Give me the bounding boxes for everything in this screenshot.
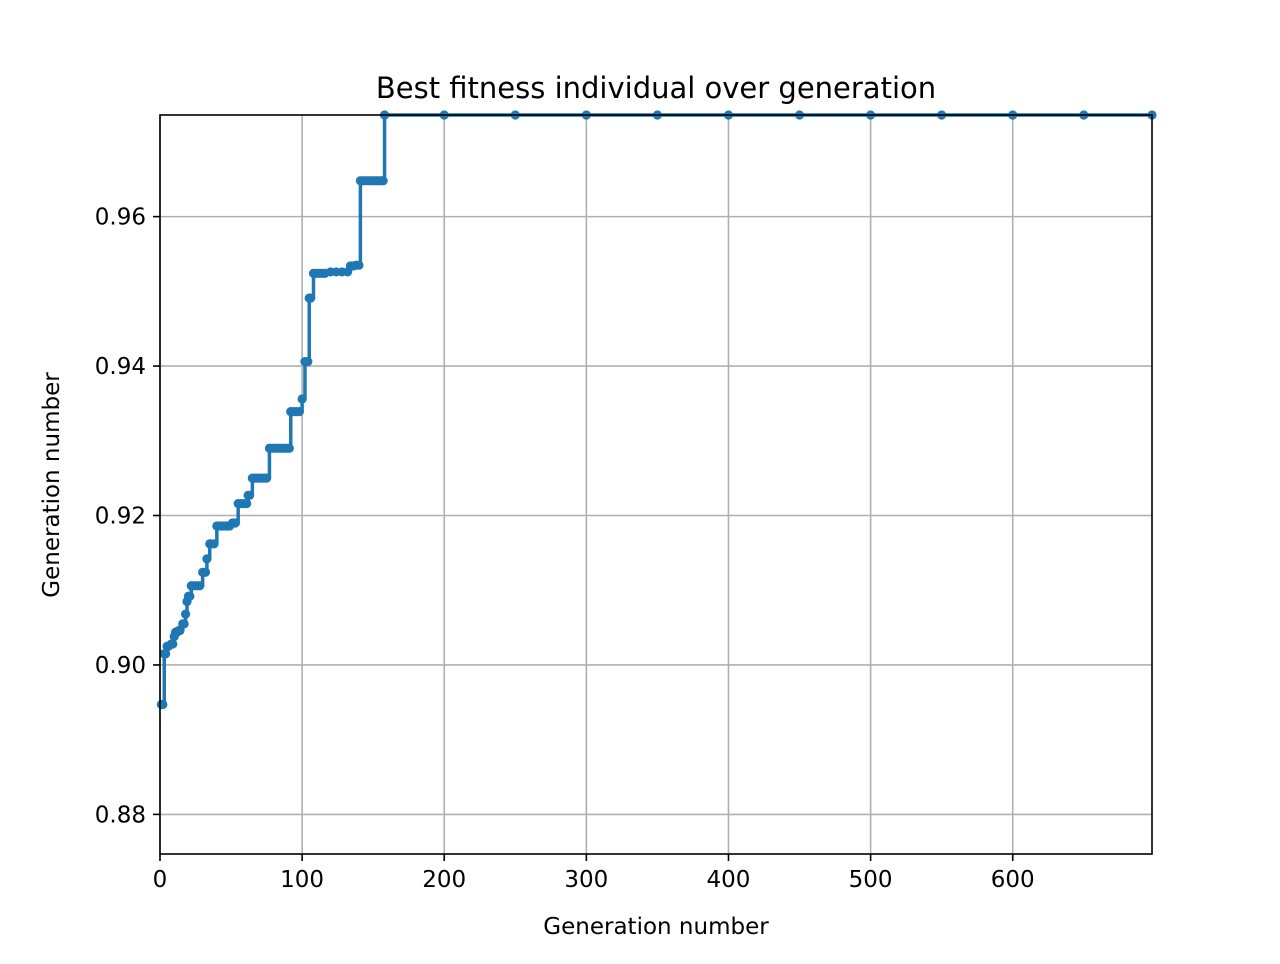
data-point <box>168 639 178 649</box>
x-tick-label: 600 <box>991 867 1035 893</box>
x-tick-label: 0 <box>153 867 168 893</box>
data-point <box>180 609 191 619</box>
y-tick-label: 0.94 <box>95 354 146 380</box>
y-tick-label: 0.88 <box>95 802 146 828</box>
x-tick-label: 400 <box>707 867 751 893</box>
grid <box>159 115 1152 854</box>
plot-area <box>160 115 1152 854</box>
x-tick-label: 100 <box>280 867 324 893</box>
data-point <box>202 554 212 564</box>
data-point <box>230 518 240 528</box>
data-point <box>179 619 189 629</box>
x-axis-label: Generation number <box>543 914 769 940</box>
data-point <box>195 581 205 591</box>
data-point <box>354 260 364 270</box>
data-point <box>378 176 388 186</box>
y-axis-label: Generation number <box>39 372 65 598</box>
data-point <box>306 293 316 303</box>
plot-frame <box>159 114 1153 855</box>
data-point <box>297 394 307 404</box>
x-tick-label: 200 <box>422 867 466 893</box>
data-point <box>209 539 219 549</box>
chart-title: Best fitness individual over generation <box>376 71 936 105</box>
data-point <box>294 407 304 417</box>
x-tick-label: 500 <box>849 867 893 893</box>
data-point <box>161 649 171 659</box>
data-point <box>284 443 294 453</box>
data-point <box>200 567 211 577</box>
data-point <box>261 473 272 483</box>
y-axis-ticks: 0.88 0.90 0.92 0.94 0.96 <box>95 205 160 828</box>
y-tick-label: 0.96 <box>95 205 146 231</box>
x-axis-ticks: 0 100 200 300 400 500 600 <box>153 854 1035 893</box>
data-point <box>242 498 252 509</box>
data-point <box>303 356 313 367</box>
data-point <box>185 591 195 601</box>
x-tick-label: 300 <box>564 867 608 893</box>
data-point <box>244 490 255 500</box>
y-tick-label: 0.92 <box>95 504 146 530</box>
y-tick-label: 0.90 <box>95 653 146 679</box>
